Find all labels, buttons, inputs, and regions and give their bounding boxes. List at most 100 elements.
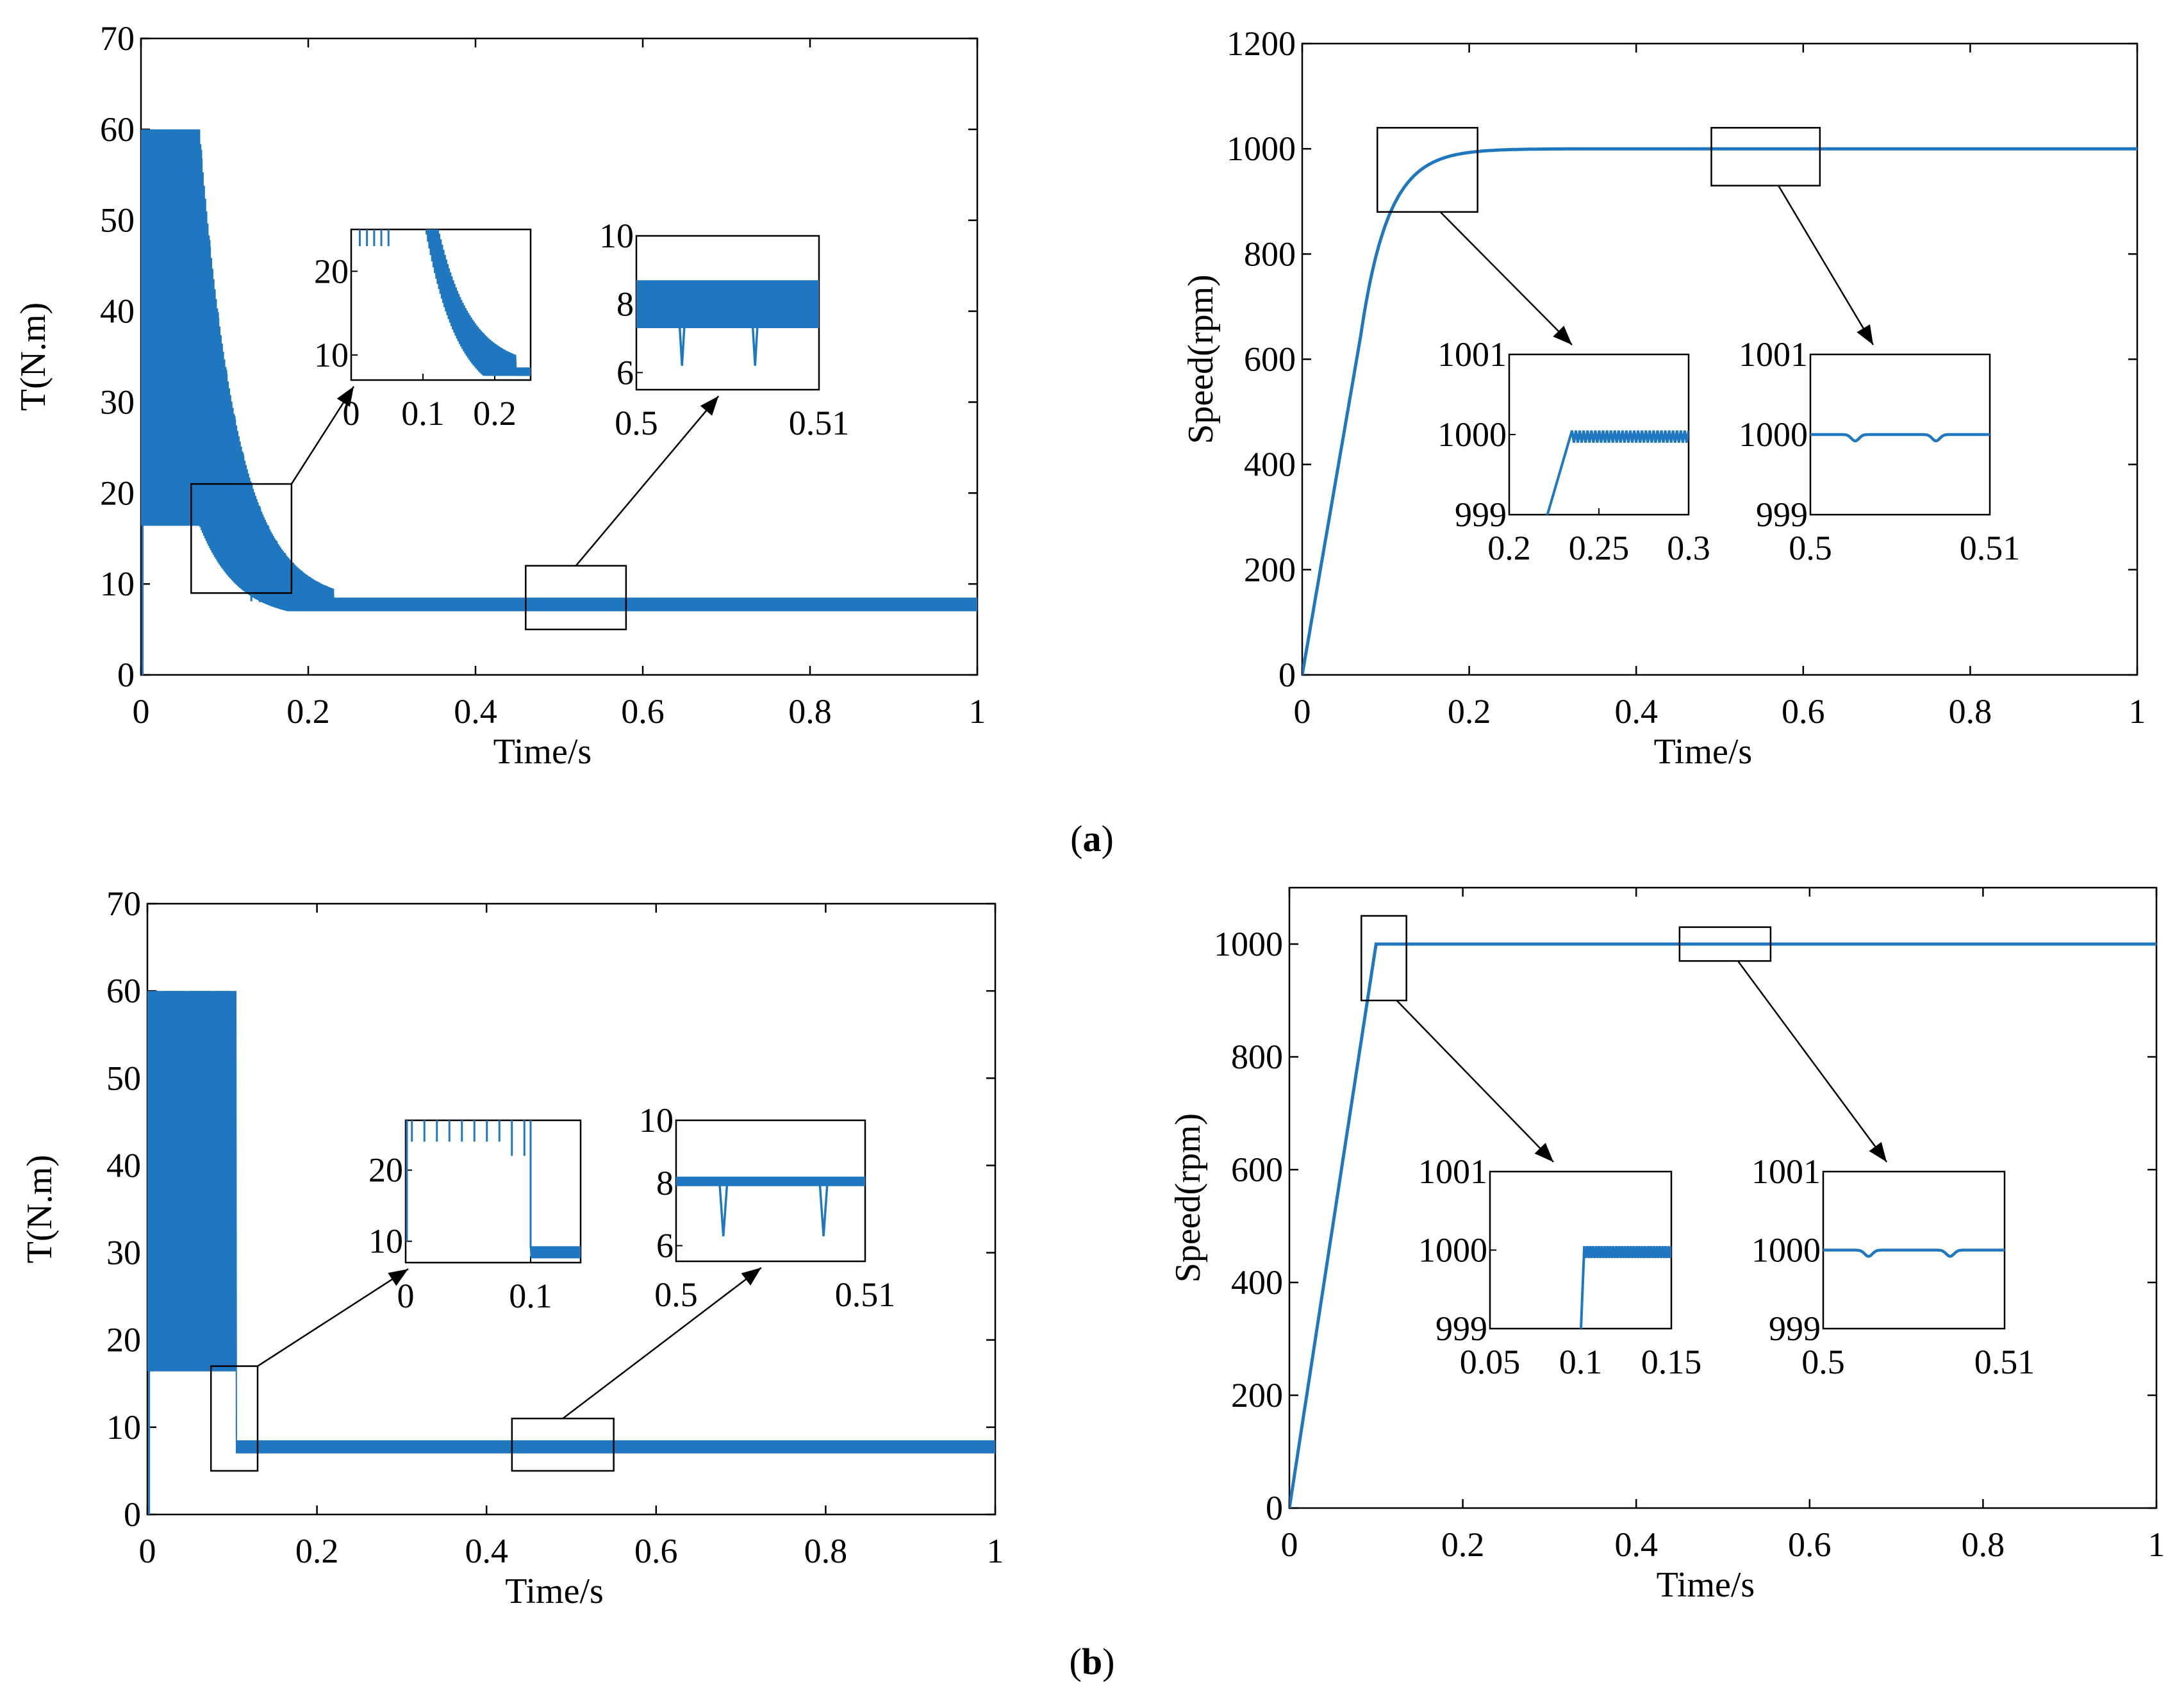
zoom-box	[1710, 127, 1821, 187]
inset-x-tick-label: 0.51	[835, 1275, 896, 1314]
inset-x-tick-label: 0.1	[509, 1277, 552, 1315]
inset-series-group	[636, 280, 819, 366]
inset-series-group	[1810, 433, 1990, 443]
inset-dip	[718, 1182, 729, 1237]
zoom-arrow	[1396, 1000, 1554, 1163]
inset-x-tick-label: 0.5	[654, 1275, 698, 1314]
inset-dip	[677, 304, 687, 366]
inset-y-tick-label: 1000	[1739, 415, 1808, 454]
inset-dip	[750, 304, 760, 366]
inset-series-line	[676, 1176, 865, 1186]
chart-b-torque: 0 0.2 0.4 0.6 0.8 1010203040506070Time/sT(N.m…	[20, 884, 1004, 1611]
zoom-arrow	[562, 1267, 762, 1420]
y-tick-label: 40	[106, 1146, 141, 1184]
x-tick-label: 0.6	[634, 1532, 678, 1570]
series-group	[1302, 147, 2137, 676]
y-axis-label: Speed(rpm)	[1168, 1113, 1208, 1282]
inset-y-tick-label: 20	[368, 1151, 403, 1190]
caption-a: (a)	[1070, 818, 1114, 859]
zoom-arrow	[1778, 185, 1874, 345]
y-tick-label: 70	[106, 884, 141, 923]
series-line	[1289, 942, 2156, 1509]
x-tick-label: 1	[2129, 692, 2146, 731]
inset-y-tick-label: 20	[314, 252, 349, 290]
inset-frame	[675, 1119, 866, 1263]
x-tick-label: 0.6	[621, 692, 665, 731]
inset-y-tick-label: 6	[656, 1227, 674, 1265]
inset-y-tick-label: 999	[1435, 1309, 1487, 1348]
x-tick-label: 0.6	[1782, 692, 1825, 731]
inset-series-group	[406, 1120, 581, 1259]
inset-series-group	[676, 1176, 865, 1237]
inset-y-tick-label: 10	[368, 1222, 403, 1261]
zoom-arrow	[257, 1268, 409, 1367]
zoom-arrowhead	[1534, 1143, 1554, 1162]
series-group	[141, 129, 977, 675]
y-tick-label: 10	[100, 565, 135, 603]
zoom-box	[1377, 127, 1478, 213]
x-tick-label: 0.4	[465, 1532, 508, 1570]
inset-y-tick-label: 6	[616, 353, 634, 392]
inset-dip	[818, 1182, 829, 1237]
y-tick-label: 800	[1244, 235, 1296, 273]
x-tick-label: 0	[133, 692, 150, 731]
y-tick-label: 20	[106, 1321, 141, 1359]
series-line	[1302, 147, 2137, 676]
y-tick-label: 60	[106, 972, 141, 1010]
x-tick-label: 0	[139, 1532, 156, 1570]
plot-frame	[1288, 886, 2158, 1509]
inset-x-tick-label: 0	[397, 1277, 415, 1315]
y-axis-label: T(N.m)	[13, 303, 53, 411]
inset-x-tick-label: 0.5	[1801, 1343, 1845, 1381]
y-tick-label: 600	[1231, 1150, 1283, 1189]
series-group	[1289, 942, 2156, 1509]
y-tick-label: 400	[1231, 1263, 1283, 1302]
y-tick-label: 70	[100, 19, 135, 58]
series-line	[147, 991, 995, 1454]
inset-y-tick-label: 999	[1455, 495, 1507, 534]
inset-y-tick-label: 8	[616, 285, 634, 324]
inset-frame	[350, 228, 532, 381]
inset-frame	[404, 1119, 582, 1264]
y-tick-label: 800	[1231, 1038, 1283, 1076]
zoom-arrowhead	[1553, 326, 1572, 345]
x-tick-label: 0.6	[1788, 1525, 1832, 1564]
y-tick-label: 30	[106, 1234, 141, 1272]
series-group	[147, 991, 995, 1514]
y-tick-label: 60	[100, 110, 135, 149]
x-tick-label: 1	[969, 692, 986, 731]
y-tick-label: 400	[1244, 445, 1296, 484]
y-tick-label: 0	[1266, 1489, 1283, 1527]
inset-series-line	[636, 280, 819, 329]
x-tick-label: 0	[1294, 692, 1311, 731]
zoom-arrow	[1439, 211, 1573, 345]
inset-series-group	[358, 229, 531, 376]
inset-x-tick-label: 0.25	[1569, 529, 1630, 567]
x-tick-label: 1	[987, 1532, 1004, 1570]
inset-x-tick-label: 0.2	[473, 394, 517, 433]
y-axis-label: Speed(rpm)	[1181, 274, 1221, 444]
x-tick-label: 0.8	[788, 692, 832, 731]
x-axis-label: Time/s	[505, 1572, 604, 1611]
caption-b: (b)	[1070, 1641, 1115, 1682]
inset-x-tick-label: 0.1	[401, 394, 445, 433]
inset-series-line	[1579, 1246, 1671, 1329]
inset-x-tick-label: 0.51	[1960, 529, 2021, 567]
inset-y-tick-label: 10	[599, 217, 634, 255]
inset-y-tick-label: 1001	[1437, 335, 1507, 374]
zoom-arrowhead	[1857, 324, 1873, 345]
inset-y-tick-label: 10	[639, 1101, 674, 1140]
y-axis-label: T(N.m)	[20, 1155, 60, 1264]
inset-y-tick-label: 999	[1756, 495, 1808, 534]
inset-x-tick-label: 0.51	[789, 404, 850, 442]
inset-x-tick-label: 0.5	[1789, 529, 1832, 567]
inset-y-tick-label: 1001	[1739, 335, 1808, 374]
zoom-box	[1678, 926, 1772, 962]
zoom-arrow	[290, 386, 355, 485]
zoom-box	[210, 1365, 259, 1472]
inset-x-tick-label: 0.3	[1667, 529, 1710, 567]
inset-series-group	[1823, 1248, 2005, 1258]
chart-a-speed: 0 0.2 0.4 0.6 0.8 1 0 200 400 600 800 1000 1200 Time/…	[1181, 24, 2146, 772]
